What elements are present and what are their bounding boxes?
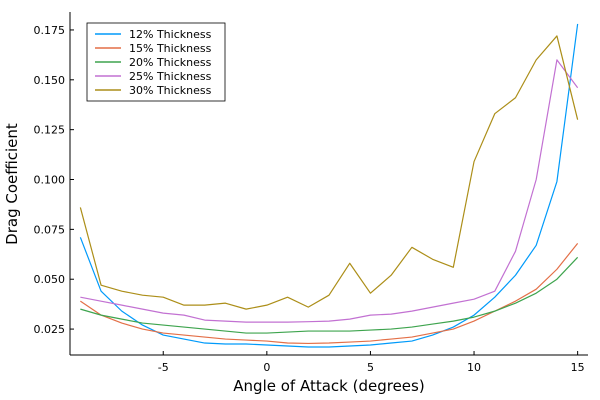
y-axis-title: Drag Coefficient bbox=[3, 123, 21, 245]
legend-label: 20% Thickness bbox=[129, 56, 212, 69]
x-tick-label: 15 bbox=[571, 361, 585, 374]
legend-label: 15% Thickness bbox=[129, 42, 212, 55]
y-tick-label: 0.050 bbox=[34, 273, 66, 286]
y-tick-label: 0.150 bbox=[34, 74, 66, 87]
y-tick-label: 0.075 bbox=[34, 223, 66, 236]
ticks: -5 0 5 10 15 0.025 0.050 0.075 0.100 0.125 0.150 0.… bbox=[34, 24, 585, 374]
axes bbox=[69, 12, 588, 356]
legend-label: 25% Thickness bbox=[129, 70, 212, 83]
series-line-5 bbox=[79, 35, 579, 310]
legend-label: 30% Thickness bbox=[129, 84, 212, 97]
y-tick-label: 0.100 bbox=[34, 174, 66, 187]
x-tick-label: 10 bbox=[467, 361, 481, 374]
plot-lines bbox=[79, 23, 579, 348]
series-line-2 bbox=[80, 242, 579, 345]
series-line-1 bbox=[79, 23, 579, 348]
x-tick-label: 0 bbox=[263, 361, 270, 374]
series-line-3 bbox=[80, 256, 579, 334]
y-tick-label: 0.125 bbox=[34, 124, 66, 137]
x-axis-title: Angle of Attack (degrees) bbox=[233, 377, 424, 395]
x-tick-label: -5 bbox=[158, 361, 169, 374]
legend-label: 12% Thickness bbox=[129, 28, 212, 41]
y-tick-label: 0.025 bbox=[34, 323, 66, 336]
series-line-4 bbox=[80, 59, 579, 323]
x-tick-label: 5 bbox=[367, 361, 374, 374]
y-tick-label: 0.175 bbox=[34, 24, 66, 37]
